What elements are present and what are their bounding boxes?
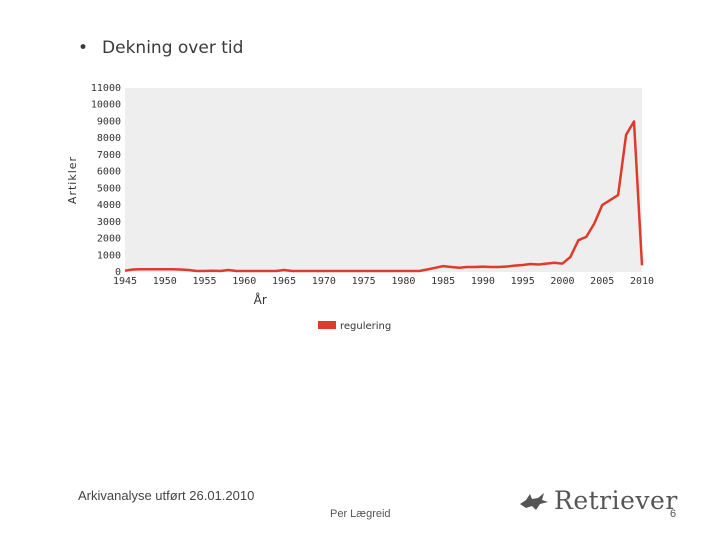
y-tick-label: 2000 <box>97 234 121 245</box>
y-tick-label: 10000 <box>91 100 121 111</box>
y-tick-label: 9000 <box>97 116 121 127</box>
y-axis-ticks: 0 1000 2000 3000 4000 5000 6000 7000 8000 9000 100… <box>91 83 121 278</box>
y-axis-label: Artikler <box>66 156 79 204</box>
retriever-dog-icon <box>520 493 548 510</box>
x-tick-label: 1945 <box>113 276 137 287</box>
x-tick-label: 1990 <box>471 276 495 287</box>
x-tick-label: 2000 <box>550 276 574 287</box>
plot-area <box>125 88 642 272</box>
y-tick-label: 3000 <box>97 217 121 228</box>
y-tick-label: 7000 <box>97 150 121 161</box>
slide-heading: • Dekning over tid <box>78 38 243 58</box>
x-axis-label: År <box>254 292 267 307</box>
legend-label: regulering <box>340 321 391 332</box>
series-line <box>124 120 644 273</box>
y-tick-label: 11000 <box>91 83 121 94</box>
x-axis-ticks: 1945 1950 1955 1960 1965 1970 1975 1980 1985 1990… <box>113 276 654 287</box>
x-tick-label: 1985 <box>431 276 455 287</box>
y-tick-label: 1000 <box>97 250 121 261</box>
series-layer <box>124 120 644 273</box>
bullet-glyph: • <box>78 38 89 58</box>
y-tick-label: 6000 <box>97 167 121 178</box>
y-tick-label: 4000 <box>97 200 121 211</box>
coverage-chart: 0 1000 2000 3000 4000 5000 6000 7000 8000 9000 100… <box>60 78 660 338</box>
footer-analysis-date: Arkivanalyse utført 26.01.2010 <box>78 488 255 503</box>
chart-svg: 0 1000 2000 3000 4000 5000 6000 7000 8000 9000 100… <box>66 83 654 332</box>
x-tick-label: 1960 <box>232 276 256 287</box>
x-tick-label: 1950 <box>153 276 177 287</box>
slide-title: Dekning over tid <box>102 38 244 58</box>
logo-wordmark: Retriever <box>554 486 678 515</box>
y-tick-label: 0 <box>115 267 121 278</box>
x-tick-label: 1970 <box>312 276 336 287</box>
x-tick-label: 1980 <box>391 276 415 287</box>
x-tick-label: 1965 <box>272 276 296 287</box>
legend: regulering <box>318 321 391 332</box>
x-tick-label: 2010 <box>630 276 654 287</box>
y-tick-label: 5000 <box>97 183 121 194</box>
legend-swatch <box>318 321 336 329</box>
page-number: 6 <box>670 508 677 520</box>
retriever-logo: Retriever <box>518 486 677 520</box>
x-tick-label: 1975 <box>352 276 376 287</box>
x-tick-label: 2005 <box>590 276 614 287</box>
x-tick-label: 1995 <box>511 276 535 287</box>
y-tick-label: 8000 <box>97 133 121 144</box>
footer-author: Per Lægreid <box>330 508 391 520</box>
x-tick-label: 1955 <box>192 276 216 287</box>
